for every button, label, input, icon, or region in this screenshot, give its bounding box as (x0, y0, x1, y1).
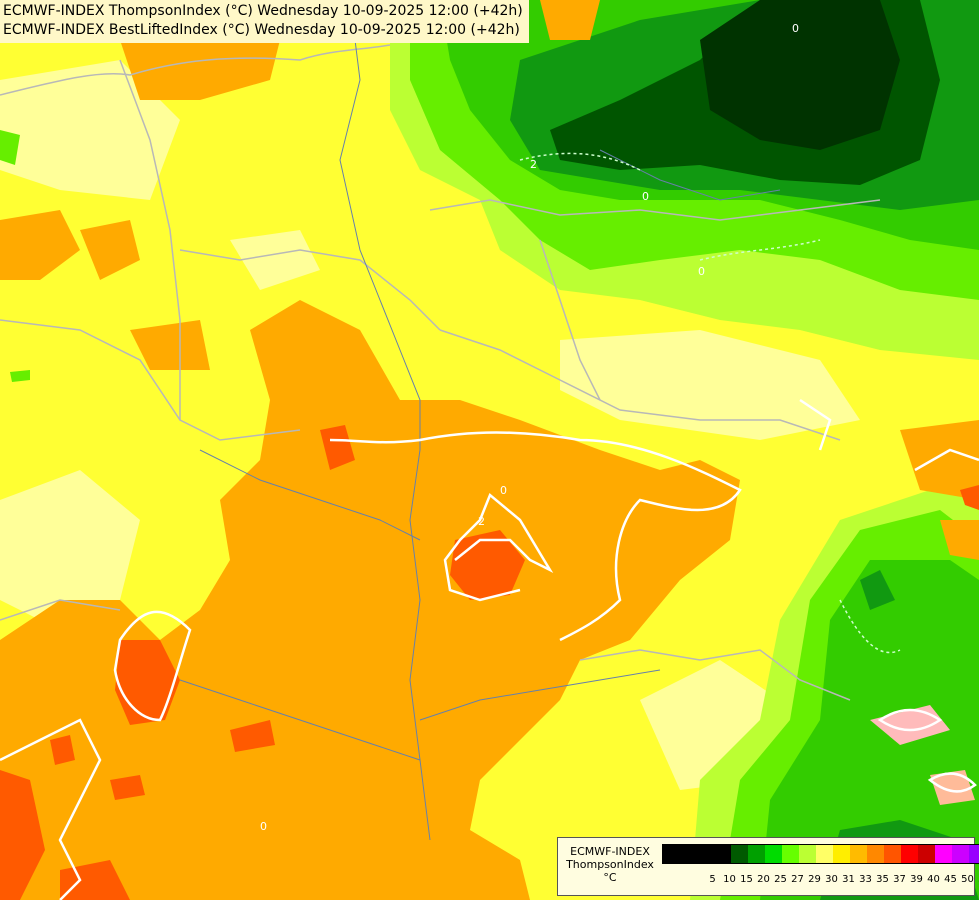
legend-tick-label: 45 (944, 874, 957, 885)
small-green-specks (0, 130, 30, 382)
legend-tick-label: 31 (842, 874, 855, 885)
legend-swatch (680, 845, 697, 863)
legend-swatch (850, 845, 867, 863)
legend-tick-label: 39 (910, 874, 923, 885)
legend-swatch (918, 845, 935, 863)
legend-tick-label: 35 (876, 874, 889, 885)
legend-label: ECMWF-INDEX ThompsonIndex °C (558, 845, 662, 884)
light-yellow-areas (0, 60, 860, 790)
contour-lines (0, 398, 979, 900)
legend-swatch (952, 845, 969, 863)
legend-tick-label: 5 (709, 874, 716, 885)
legend-tick-row: 51015202527293031333537394045505560 (704, 874, 979, 886)
map-title-line-1: ECMWF-INDEX ThompsonIndex (°C) Wednesday… (3, 3, 523, 19)
legend-swatch (782, 845, 799, 863)
legend-parameter: ThompsonIndex (566, 858, 654, 871)
legend-swatch (816, 845, 833, 863)
legend-swatch (935, 845, 952, 863)
legend-swatch (697, 845, 714, 863)
legend-swatch (765, 845, 782, 863)
legend-swatch (714, 845, 731, 863)
map-title-block: ECMWF-INDEX ThompsonIndex (°C) Wednesday… (0, 0, 529, 43)
legend-tick-label: 10 (723, 874, 736, 885)
legend-color-bar (662, 844, 979, 864)
contour-label: 0 (792, 22, 799, 35)
legend-swatch (731, 845, 748, 863)
legend-swatch (969, 845, 979, 863)
contour-label: 0 (500, 484, 507, 497)
contour-label: 0 (260, 820, 267, 833)
contour-label: 2 (530, 158, 537, 171)
legend-tick-label: 15 (740, 874, 753, 885)
legend-swatch (663, 845, 680, 863)
legend-unit: °C (603, 871, 617, 884)
legend-tick-label: 30 (825, 874, 838, 885)
legend-model: ECMWF-INDEX (570, 845, 650, 858)
contour-label: 0 (698, 265, 705, 278)
legend-swatch (884, 845, 901, 863)
legend-swatch (748, 845, 765, 863)
dashed-contours (519, 152, 901, 654)
contour-label-group: 0 0 0 0 2 2 0 (260, 22, 799, 833)
legend-tick-label: 33 (859, 874, 872, 885)
country-borders (0, 44, 881, 701)
legend-swatch (867, 845, 884, 863)
legend-tick-label: 37 (893, 874, 906, 885)
map-title-line-2: ECMWF-INDEX BestLiftedIndex (°C) Wednesd… (3, 22, 520, 38)
legend-tick-label: 25 (774, 874, 787, 885)
legend-tick-label: 29 (808, 874, 821, 885)
legend-tick-label: 50 (961, 874, 974, 885)
contour-label: 2 (478, 515, 485, 528)
legend-swatch (833, 845, 850, 863)
green-region-north (390, 0, 979, 360)
legend-tick-label: 20 (757, 874, 770, 885)
contour-label: 0 (642, 190, 649, 203)
green-region-southeast (690, 490, 979, 900)
legend-tick-label: 40 (927, 874, 940, 885)
legend-tick-label: 27 (791, 874, 804, 885)
rivers (179, 0, 781, 841)
legend-swatch (901, 845, 918, 863)
legend-swatch (799, 845, 816, 863)
color-legend: ECMWF-INDEX ThompsonIndex °C 5 10 15 20 25 27… (557, 837, 979, 896)
